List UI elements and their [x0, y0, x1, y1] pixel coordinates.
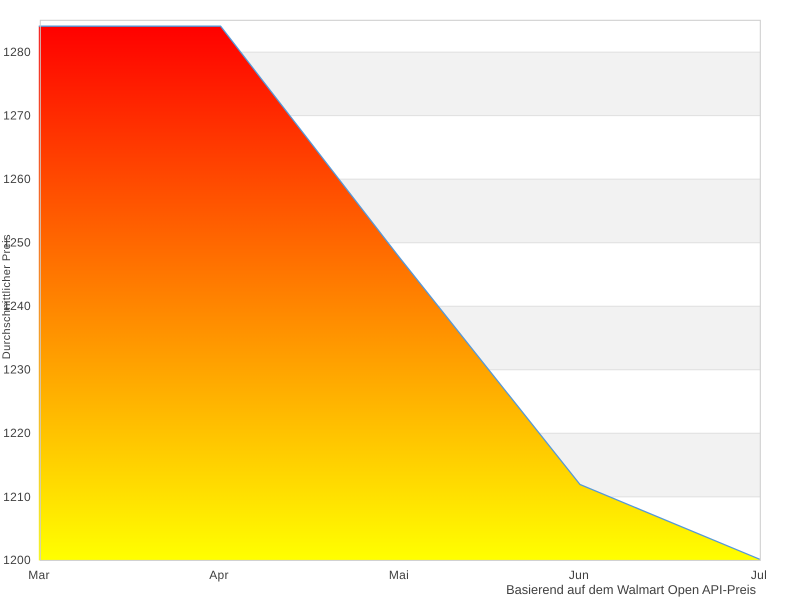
svg-text:1250: 1250 — [3, 236, 31, 250]
svg-text:Jul: Jul — [751, 568, 767, 582]
svg-text:1200: 1200 — [3, 553, 31, 567]
svg-text:Mar: Mar — [28, 568, 50, 582]
svg-text:Mai: Mai — [389, 568, 409, 582]
svg-text:1280: 1280 — [3, 45, 31, 59]
svg-text:Basierend auf dem Walmart Open: Basierend auf dem Walmart Open API-Preis — [506, 582, 756, 597]
svg-text:Durchschnittlicher Preis: Durchschnittlicher Preis — [1, 234, 13, 359]
svg-text:1230: 1230 — [3, 363, 31, 377]
svg-text:Jun: Jun — [569, 568, 589, 582]
svg-text:1260: 1260 — [3, 172, 31, 186]
svg-text:Apr: Apr — [209, 568, 229, 582]
svg-text:1210: 1210 — [3, 490, 31, 504]
svg-text:1220: 1220 — [3, 426, 31, 440]
svg-text:1240: 1240 — [3, 299, 31, 313]
svg-text:1270: 1270 — [3, 109, 31, 123]
